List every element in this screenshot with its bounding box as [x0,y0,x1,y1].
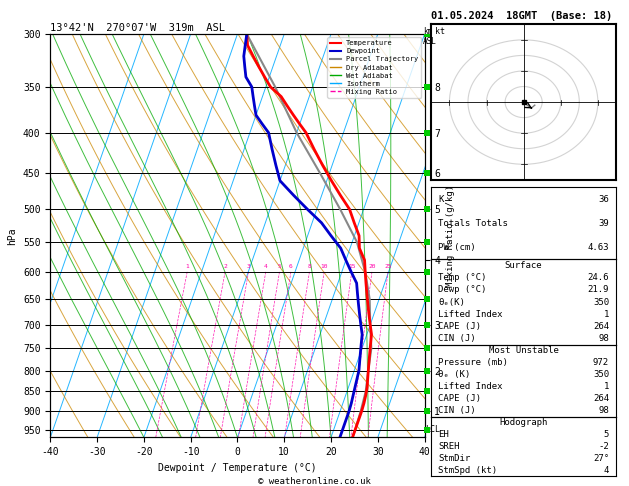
Text: Most Unstable: Most Unstable [489,346,559,355]
Text: 20: 20 [368,263,376,269]
Text: © weatheronline.co.uk: © weatheronline.co.uk [258,476,371,486]
X-axis label: Dewpoint / Temperature (°C): Dewpoint / Temperature (°C) [158,463,317,473]
Text: Surface: Surface [505,261,542,270]
Text: 21.9: 21.9 [587,285,609,295]
Text: Hodograph: Hodograph [499,418,548,427]
Text: EH: EH [438,430,449,439]
Text: CAPE (J): CAPE (J) [438,395,481,403]
Text: 1: 1 [186,263,189,269]
Text: 2: 2 [223,263,227,269]
Text: Lifted Index: Lifted Index [438,310,503,319]
Text: Totals Totals: Totals Totals [438,219,508,228]
Text: 5: 5 [277,263,281,269]
Text: 5: 5 [604,430,609,439]
Text: kt: kt [435,27,445,35]
Text: K: K [438,195,443,204]
Text: 10: 10 [320,263,328,269]
Text: 4: 4 [604,466,609,475]
Text: 6: 6 [289,263,292,269]
Text: 24.6: 24.6 [587,273,609,282]
Text: Dewp (°C): Dewp (°C) [438,285,487,295]
Text: 4.63: 4.63 [587,243,609,252]
Text: 15: 15 [348,263,355,269]
Text: 98: 98 [598,406,609,416]
Text: -2: -2 [598,442,609,451]
Text: StmSpd (kt): StmSpd (kt) [438,466,498,475]
Text: θₑ (K): θₑ (K) [438,370,470,380]
Text: CIN (J): CIN (J) [438,334,476,343]
Y-axis label: hPa: hPa [8,227,18,244]
Text: CAPE (J): CAPE (J) [438,322,481,331]
Text: 01.05.2024  18GMT  (Base: 18): 01.05.2024 18GMT (Base: 18) [431,11,612,21]
Text: Temp (°C): Temp (°C) [438,273,487,282]
Text: LCL: LCL [425,425,440,434]
Y-axis label: Mixing Ratio (g/kg): Mixing Ratio (g/kg) [446,185,455,287]
Text: 264: 264 [593,395,609,403]
Text: 39: 39 [598,219,609,228]
Text: 8: 8 [308,263,311,269]
Text: km
ASL: km ASL [423,27,437,46]
Text: 3: 3 [247,263,250,269]
Text: Lifted Index: Lifted Index [438,382,503,391]
Text: 27°: 27° [593,454,609,463]
Text: θₑ(K): θₑ(K) [438,297,465,307]
Text: 264: 264 [593,322,609,331]
Text: StmDir: StmDir [438,454,470,463]
Legend: Temperature, Dewpoint, Parcel Trajectory, Dry Adiabat, Wet Adiabat, Isotherm, Mi: Temperature, Dewpoint, Parcel Trajectory… [327,37,421,98]
Text: 13°42'N  270°07'W  319m  ASL: 13°42'N 270°07'W 319m ASL [50,23,225,33]
Text: 1: 1 [604,382,609,391]
Text: 98: 98 [598,334,609,343]
Text: 4: 4 [264,263,267,269]
Text: PW (cm): PW (cm) [438,243,476,252]
Text: CIN (J): CIN (J) [438,406,476,416]
Text: 350: 350 [593,297,609,307]
Text: SREH: SREH [438,442,460,451]
Text: 972: 972 [593,358,609,367]
Text: 25: 25 [384,263,392,269]
Text: 36: 36 [598,195,609,204]
Text: 350: 350 [593,370,609,380]
Text: Pressure (mb): Pressure (mb) [438,358,508,367]
Text: 1: 1 [604,310,609,319]
